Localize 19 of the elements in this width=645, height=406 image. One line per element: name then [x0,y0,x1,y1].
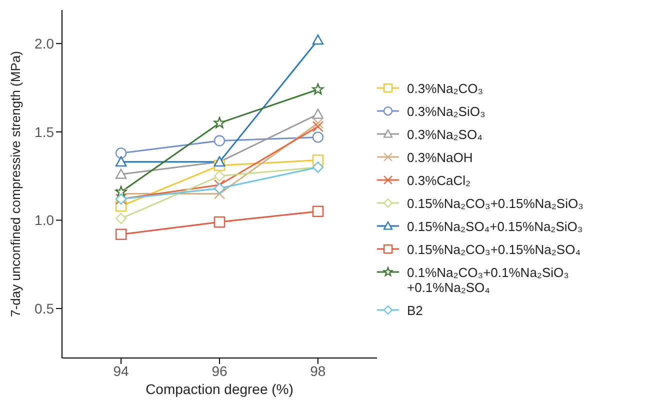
legend-label: 0.15%Na₂CO₃+0.15%Na₂SiO₃ [407,196,584,210]
y-tick-label: 1.5 [34,124,54,140]
legend-label: 0.3%Na₂SiO₃ [407,104,486,118]
x-tick-label: 94 [113,362,130,379]
y-tick-label: 1.0 [34,212,54,228]
legend-label: B2 [407,302,424,318]
x-tick-label: 98 [310,362,326,379]
legend-label: 0.3%CaCl₂ [407,172,472,188]
y-tick-label: 2.0 [34,36,54,52]
legend-label: 0.3%NaOH [407,150,474,164]
legend-label: 0.15%Na₂SO₄+0.15%Na₂SiO₃ [407,218,584,234]
x-tick-label: 96 [212,362,228,379]
y-tick-label: 0.5 [34,300,54,317]
legend-label: 0.3%Na₂SO₄ [407,126,484,142]
legend-label: 0.15%Na₂CO₃+0.15%Na₂SO₄ [407,242,582,256]
legend-label: 0.1%Na₂CO₃+0.1%Na₂SiO₃ +0.1%Na₂SO₄ [407,264,570,294]
legend-label: 0.3%Na₂CO₃ [407,80,484,96]
x-axis-title: Compaction degree (%) [146,381,294,397]
y-axis-title: 7-day unconfined compressive strength (MPa) [8,51,23,317]
